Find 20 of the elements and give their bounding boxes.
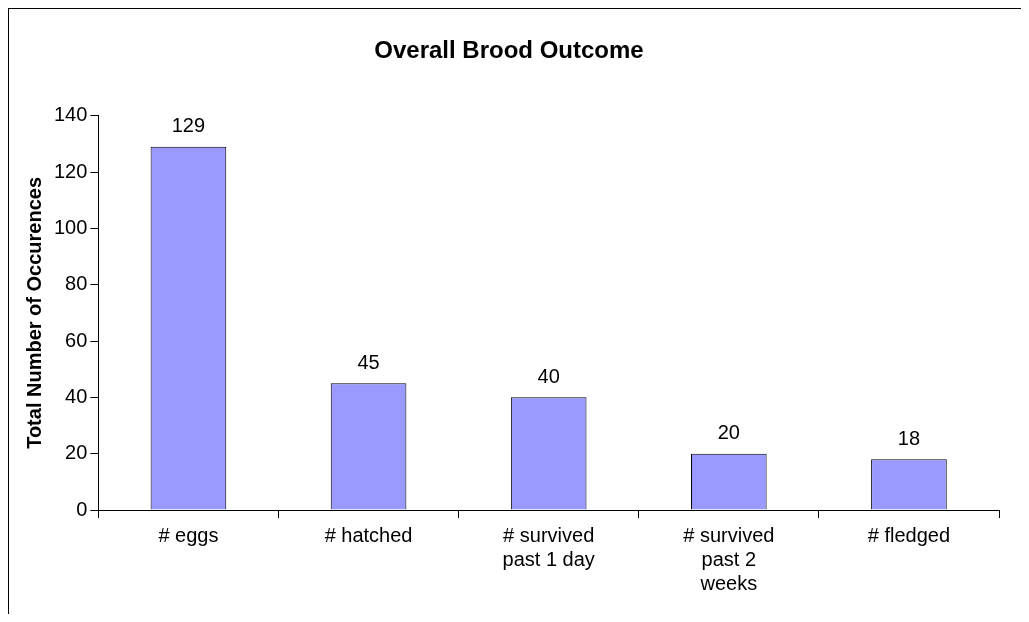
- x-tick-label: # hatched: [324, 523, 413, 546]
- y-tick-label: 60: [65, 328, 88, 351]
- x-tick-label: # fledged: [867, 523, 951, 546]
- y-axis-title: Total Number of Occurences: [22, 176, 45, 449]
- x-tick-label: # eggs: [158, 523, 219, 546]
- data-label: 45: [357, 350, 380, 373]
- x-tick-label: # survived past 2 weeks: [683, 523, 775, 594]
- y-tick-label: 40: [65, 384, 88, 407]
- y-tick-label: 80: [65, 272, 88, 295]
- data-label: 20: [717, 421, 740, 444]
- data-label: 129: [171, 114, 206, 137]
- data-label: 40: [537, 364, 560, 387]
- y-tick-label: 0: [76, 497, 88, 520]
- x-tick-label: # survived past 1 day: [502, 523, 595, 570]
- chart-title: Overall Brood Outcome: [374, 36, 644, 64]
- y-tick-label: 20: [65, 441, 88, 464]
- y-tick-label: 100: [53, 215, 88, 238]
- y-tick-label: 140: [53, 103, 88, 126]
- data-label: 18: [897, 426, 921, 449]
- y-tick-label: 120: [53, 159, 88, 182]
